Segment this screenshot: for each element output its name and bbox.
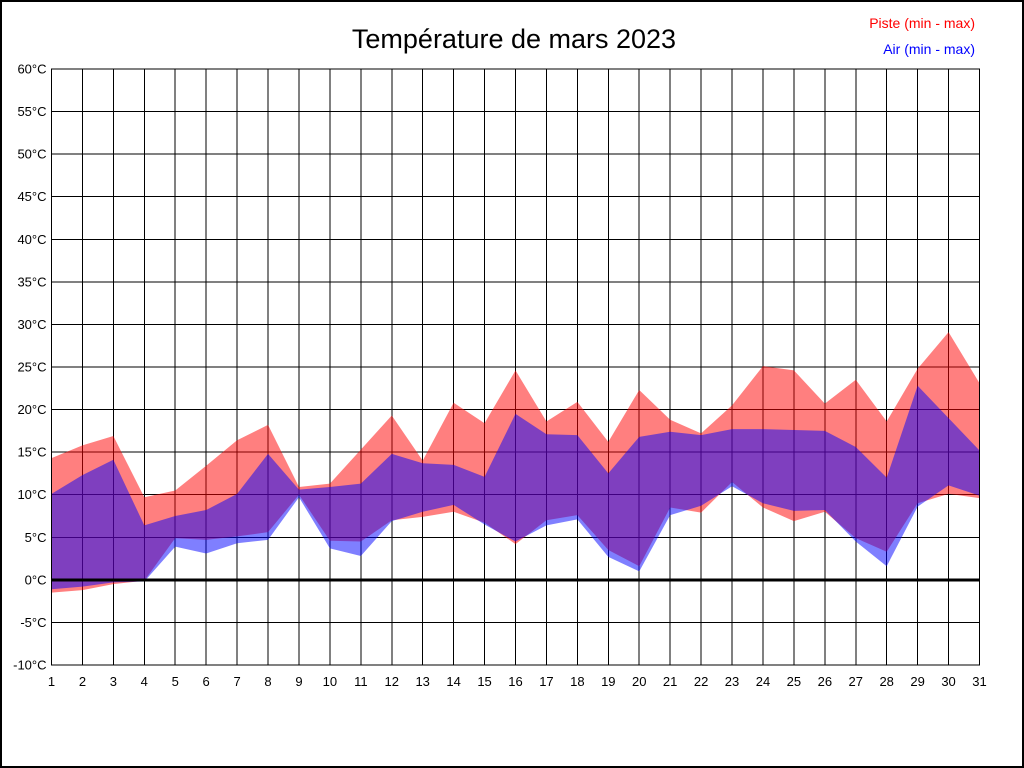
y-tick-label: 60°C bbox=[17, 62, 46, 77]
y-tick-label: 25°C bbox=[17, 360, 46, 375]
x-tick-label: 27 bbox=[849, 674, 863, 689]
x-tick-label: 4 bbox=[141, 674, 148, 689]
x-tick-label: 29 bbox=[910, 674, 924, 689]
x-tick-label: 6 bbox=[203, 674, 210, 689]
x-tick-label: 10 bbox=[323, 674, 337, 689]
air-band bbox=[51, 385, 980, 590]
y-tick-label: 40°C bbox=[17, 232, 46, 247]
legend: Piste (min - max) Air (min - max) bbox=[869, 10, 975, 62]
legend-air-label: Air (min - max) bbox=[883, 41, 975, 57]
y-tick-label: 0°C bbox=[25, 572, 47, 587]
x-tick-label: 20 bbox=[632, 674, 646, 689]
y-tick-label: 35°C bbox=[17, 274, 46, 289]
y-tick-label: 5°C bbox=[25, 530, 47, 545]
x-tick-label: 3 bbox=[110, 674, 117, 689]
x-tick-label: 5 bbox=[172, 674, 179, 689]
y-tick-label: 45°C bbox=[17, 189, 46, 204]
y-tick-label: 10°C bbox=[17, 487, 46, 502]
plot-border bbox=[51, 68, 980, 666]
x-tick-label: 12 bbox=[385, 674, 399, 689]
x-tick-label: 11 bbox=[354, 674, 368, 689]
x-tick-label: 25 bbox=[787, 674, 801, 689]
y-tick-label: 20°C bbox=[17, 402, 46, 417]
x-tick-label: 21 bbox=[663, 674, 677, 689]
y-tick-label: -10°C bbox=[13, 658, 46, 673]
x-tick-label: 1 bbox=[48, 674, 55, 689]
y-tick-label: -5°C bbox=[20, 615, 46, 630]
x-tick-label: 17 bbox=[539, 674, 553, 689]
x-tick-label: 26 bbox=[818, 674, 832, 689]
x-tick-label: 15 bbox=[477, 674, 491, 689]
x-tick-label: 19 bbox=[601, 674, 615, 689]
x-tick-label: 24 bbox=[756, 674, 770, 689]
legend-piste-label: Piste (min - max) bbox=[869, 15, 975, 31]
y-tick-label: 30°C bbox=[17, 317, 46, 332]
x-tick-label: 9 bbox=[295, 674, 302, 689]
x-tick-label: 14 bbox=[446, 674, 460, 689]
x-tick-label: 23 bbox=[725, 674, 739, 689]
y-tick-label: 15°C bbox=[17, 445, 46, 460]
x-tick-label: 7 bbox=[233, 674, 240, 689]
chart-title: Température de mars 2023 bbox=[351, 24, 677, 54]
x-tick-label: 2 bbox=[79, 674, 86, 689]
x-tick-label: 28 bbox=[879, 674, 893, 689]
x-tick-label: 31 bbox=[972, 674, 986, 689]
x-tick-label: 16 bbox=[508, 674, 522, 689]
x-tick-label: 30 bbox=[941, 674, 955, 689]
x-tick-label: 18 bbox=[570, 674, 584, 689]
x-tick-label: 13 bbox=[415, 674, 429, 689]
x-tick-label: 22 bbox=[694, 674, 708, 689]
x-tick-label: 8 bbox=[264, 674, 271, 689]
y-tick-label: 55°C bbox=[17, 104, 46, 119]
y-tick-label: 50°C bbox=[17, 147, 46, 162]
